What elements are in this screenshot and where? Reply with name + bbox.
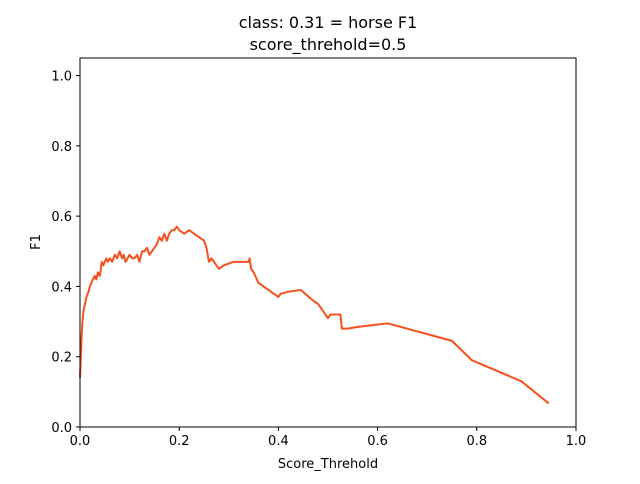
x-axis-label: Score_Threhold <box>278 457 378 472</box>
x-tick-label: 0.8 <box>466 434 487 449</box>
x-tick-label: 0.6 <box>367 434 388 449</box>
series-line-0 <box>79 225 550 405</box>
y-tick-label: 0.0 <box>51 421 72 436</box>
x-tick-label: 0.0 <box>70 434 91 449</box>
x-tick-label: 0.2 <box>169 434 190 449</box>
y-tick-label: 0.2 <box>51 351 72 366</box>
chart-subtitle: score_threhold=0.5 <box>250 35 407 55</box>
axes-frame <box>79 57 577 428</box>
plot-area: 0.0 0.2 0.4 0.6 0.8 1.0 0.0 0.2 0.4 0.6 0.8 1.0 <box>51 57 587 449</box>
y-tick-label: 0.8 <box>51 140 72 155</box>
x-tick-label: 1.0 <box>566 434 587 449</box>
x-tick-label: 0.4 <box>268 434 289 449</box>
y-axis-label: F1 <box>29 234 44 250</box>
y-tick-label: 0.6 <box>51 210 72 225</box>
y-tick-label: 0.4 <box>51 280 72 295</box>
chart-title: class: 0.31 = horse F1 <box>239 13 418 32</box>
y-tick-label: 1.0 <box>51 70 72 85</box>
